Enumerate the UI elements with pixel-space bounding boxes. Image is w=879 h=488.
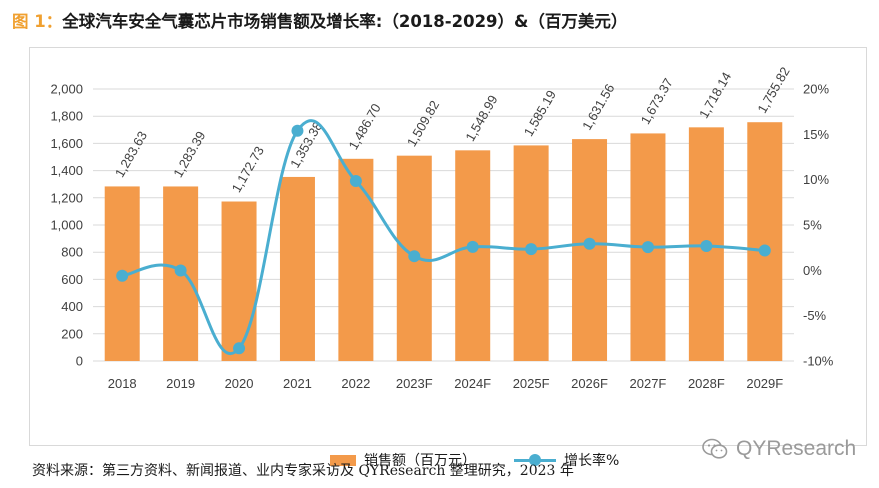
y-right-tick-label: 10%	[803, 172, 829, 187]
legend-growth-label: 增长率%	[564, 453, 620, 469]
bar-value-label: 1,585.19	[521, 88, 559, 139]
y-left-tick-label: 200	[61, 326, 83, 341]
bar-value-label: 1,509.82	[404, 98, 442, 149]
bar	[455, 150, 491, 361]
y-left-tick-label: 600	[61, 272, 83, 287]
bar	[747, 122, 783, 361]
source-note: 资料来源：第三方资料、新闻报道、业内专家采访及 QYResearch 整理研究，…	[32, 463, 574, 479]
y-left-tick-label: 1,800	[50, 109, 83, 124]
x-tick-label: 2025F	[513, 376, 550, 391]
watermark-text: QYResearch	[736, 437, 857, 460]
legend-bar-swatch	[330, 454, 356, 466]
y-left-tick-label: 1,400	[50, 163, 83, 178]
growth-point	[291, 124, 304, 137]
wechat-icon	[702, 438, 728, 459]
growth-point	[466, 240, 479, 253]
growth-point	[583, 237, 596, 250]
bar-value-label: 1,172.73	[229, 144, 267, 195]
growth-point	[174, 264, 187, 277]
x-tick-label: 2024F	[454, 376, 491, 391]
x-tick-label: 2019	[166, 376, 195, 391]
growth-point	[116, 269, 129, 282]
y-left-tick-label: 1,200	[50, 190, 83, 205]
y-left-tick-label: 800	[61, 245, 83, 260]
chart-legend: 销售额（百万元） 增长率%	[330, 450, 619, 470]
chart-svg: 0 200 400 600 800 1,000 1,200 1,400 1,600 1,800 2,…	[50, 64, 834, 391]
bar-value-label: 1,548.99	[462, 93, 500, 144]
x-tick-label: 2026F	[571, 376, 608, 391]
y-right-tick-label: 0%	[803, 263, 822, 278]
y-right-tick-label: -10%	[803, 354, 834, 369]
x-tick-label: 2020	[225, 376, 254, 391]
growth-point	[758, 244, 771, 257]
growth-point	[700, 240, 713, 253]
growth-point	[408, 250, 421, 263]
y-right-tick-label: 5%	[803, 218, 822, 233]
figure-title: 图 1：全球汽车安全气囊芯片市场销售额及增长率:（2018-2029）&（百万美…	[12, 8, 627, 32]
growth-point	[233, 342, 246, 355]
y-left-tick-label: 0	[76, 354, 83, 369]
legend-sales-label: 销售额（百万元）	[364, 453, 476, 469]
y-right-tick-label: -5%	[803, 308, 827, 323]
figure-title-text: 全球汽车安全气囊芯片市场销售额及增长率:（2018-2029）&（百万美元）	[62, 12, 628, 31]
growth-line	[121, 119, 765, 355]
bar-value-label: 1,283.63	[112, 129, 150, 180]
bar	[279, 176, 315, 361]
bar	[572, 139, 608, 361]
y-left-tick-label: 1,000	[50, 218, 83, 233]
x-tick-label: 2022	[341, 376, 370, 391]
figure-label: 图 1：	[12, 12, 63, 31]
growth-point	[641, 241, 654, 254]
growth-point	[525, 243, 538, 256]
bar-value-label: 1,718.14	[696, 70, 734, 121]
x-tick-label: 2029F	[746, 376, 783, 391]
x-tick-label: 2023F	[396, 376, 433, 391]
bar-value-label: 1,486.70	[345, 101, 383, 152]
legend-line-swatch	[514, 454, 556, 466]
growth-point	[349, 175, 362, 188]
x-tick-label: 2027F	[630, 376, 667, 391]
bar-value-label: 1,283.39	[170, 129, 208, 180]
bar	[338, 158, 374, 361]
bar-value-label: 1,673.37	[638, 76, 676, 127]
bar-value-label: 1,755.82	[754, 64, 792, 115]
chart-area: 0 200 400 600 800 1,000 1,200 1,400 1,600 1,800 2,…	[29, 47, 867, 469]
y-right-tick-label: 20%	[803, 82, 829, 97]
x-tick-label: 2028F	[688, 376, 725, 391]
y-left-tick-label: 400	[61, 299, 83, 314]
x-tick-label: 2018	[108, 376, 137, 391]
x-tick-label: 2021	[283, 376, 312, 391]
y-right-tick-label: 15%	[803, 127, 829, 142]
y-left-tick-label: 2,000	[50, 82, 83, 97]
bar	[221, 201, 257, 361]
y-left-tick-label: 1,600	[50, 136, 83, 151]
watermark: QYResearch	[702, 437, 856, 461]
